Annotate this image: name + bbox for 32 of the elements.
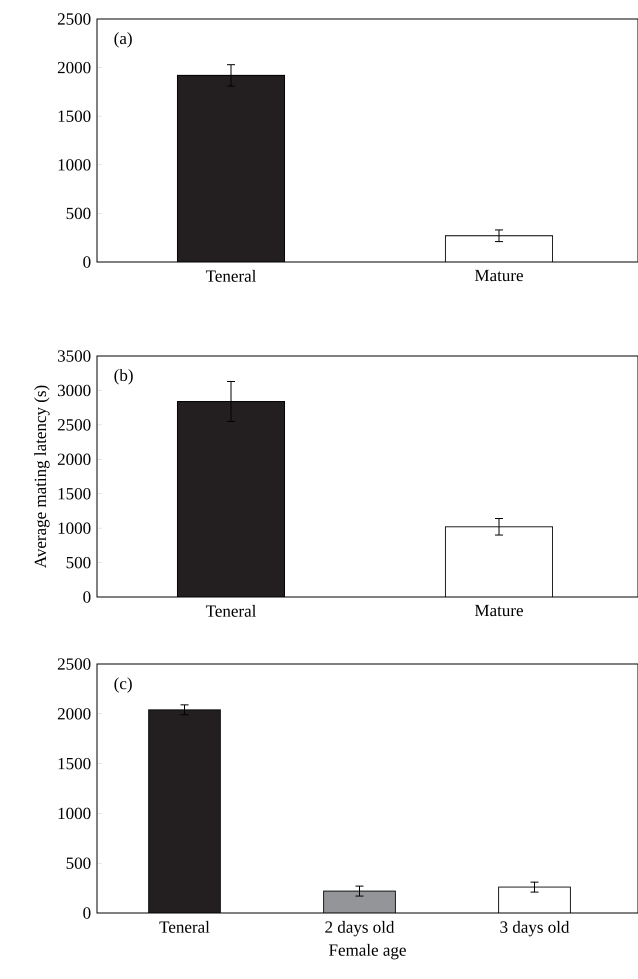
x-tick-label: Teneral	[159, 920, 210, 933]
annotation: (a)	[114, 32, 132, 48]
y-tick-label: 2000	[58, 454, 90, 466]
y-tick-label: 1000	[58, 522, 90, 534]
y-tick-label: 1500	[58, 758, 90, 770]
x-tick-label: Mature	[474, 270, 523, 282]
x-tick-label: 2 days old	[325, 920, 394, 936]
y-tick-label: 2000	[58, 708, 90, 720]
y-tick-label: 3000	[58, 384, 90, 396]
y-tick-label: 0	[83, 256, 90, 268]
y-tick-label: 500	[66, 857, 90, 869]
y-tick-label: 0	[83, 591, 90, 603]
y-tick-label: 1000	[58, 808, 90, 820]
y-tick-label: 1500	[58, 110, 90, 122]
y-tick-label: 500	[66, 556, 90, 568]
x-tick-label: Teneral	[206, 270, 256, 282]
x-tick-label: 3 days old	[500, 920, 570, 936]
y-tick-label: 2500	[58, 658, 90, 670]
annotation: (c)	[114, 677, 132, 693]
y-tick-label: 1000	[58, 159, 90, 171]
y-tick-label: 1500	[58, 488, 90, 500]
y-tick-label: 0	[83, 907, 90, 919]
x-tick-label: Mature	[474, 604, 523, 616]
y-tick-label: 2000	[58, 62, 90, 74]
x-axis-title: Female age	[329, 944, 406, 960]
y-tick-label: 2500	[58, 13, 90, 25]
y-tick-label: 3500	[58, 350, 90, 362]
annotation: (b)	[114, 369, 133, 385]
y-tick-label: 500	[66, 208, 90, 220]
y-tick-label: 2500	[58, 419, 90, 431]
y-axis-title: Average mating latency (s)	[34, 386, 50, 568]
x-tick-label: Teneral	[206, 604, 256, 617]
